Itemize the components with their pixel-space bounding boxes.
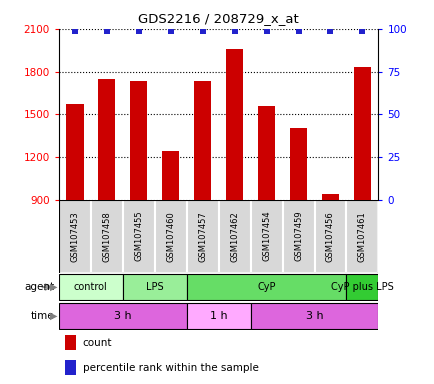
Point — [199, 27, 206, 33]
Bar — [186, 303, 250, 329]
Bar — [186, 274, 345, 300]
Text: ▶: ▶ — [50, 282, 57, 292]
Point — [230, 27, 237, 33]
Point — [103, 27, 110, 33]
Bar — [65, 360, 76, 375]
Bar — [289, 129, 306, 200]
Text: GSM107455: GSM107455 — [134, 211, 143, 262]
Title: GDS2216 / 208729_x_at: GDS2216 / 208729_x_at — [138, 12, 298, 25]
Bar — [353, 67, 370, 200]
Text: LPS: LPS — [145, 282, 163, 292]
Bar — [161, 151, 179, 200]
Point — [71, 27, 78, 33]
Bar — [59, 200, 91, 273]
Text: 3 h: 3 h — [305, 311, 322, 321]
Bar — [66, 104, 83, 200]
Bar — [59, 303, 186, 329]
Bar — [346, 200, 378, 273]
Text: time: time — [31, 311, 54, 321]
Bar — [122, 274, 186, 300]
Bar — [346, 274, 378, 300]
Point — [326, 27, 333, 33]
Text: control: control — [74, 282, 107, 292]
Bar — [91, 200, 122, 273]
Bar — [186, 200, 218, 273]
Text: GSM107457: GSM107457 — [197, 211, 207, 262]
Text: agent: agent — [24, 282, 54, 292]
Bar — [257, 106, 275, 200]
Text: GSM107453: GSM107453 — [70, 211, 79, 262]
Point — [167, 27, 174, 33]
Text: CyP: CyP — [256, 282, 275, 292]
Text: GSM107456: GSM107456 — [325, 211, 334, 262]
Bar — [65, 335, 76, 350]
Bar — [225, 49, 243, 200]
Bar — [250, 303, 378, 329]
Point — [135, 27, 142, 33]
Bar — [194, 81, 211, 200]
Bar — [321, 194, 339, 200]
Bar — [218, 200, 250, 273]
Text: GSM107459: GSM107459 — [293, 211, 302, 262]
Bar — [314, 200, 345, 273]
Text: GSM107458: GSM107458 — [102, 211, 111, 262]
Text: GSM107462: GSM107462 — [230, 211, 239, 262]
Text: CyP plus LPS: CyP plus LPS — [330, 282, 393, 292]
Text: GSM107454: GSM107454 — [261, 211, 270, 262]
Point — [294, 27, 301, 33]
Text: 3 h: 3 h — [114, 311, 131, 321]
Text: GSM107461: GSM107461 — [357, 211, 366, 262]
Point — [358, 27, 365, 33]
Text: percentile rank within the sample: percentile rank within the sample — [82, 362, 258, 373]
Text: count: count — [82, 338, 112, 348]
Text: GSM107460: GSM107460 — [166, 211, 175, 262]
Bar — [282, 200, 314, 273]
Bar — [59, 274, 122, 300]
Bar — [250, 200, 282, 273]
Bar — [130, 81, 147, 200]
Text: ▶: ▶ — [50, 311, 57, 321]
Bar — [155, 200, 186, 273]
Bar — [98, 79, 115, 200]
Text: 1 h: 1 h — [209, 311, 227, 321]
Bar — [122, 200, 155, 273]
Point — [263, 27, 270, 33]
